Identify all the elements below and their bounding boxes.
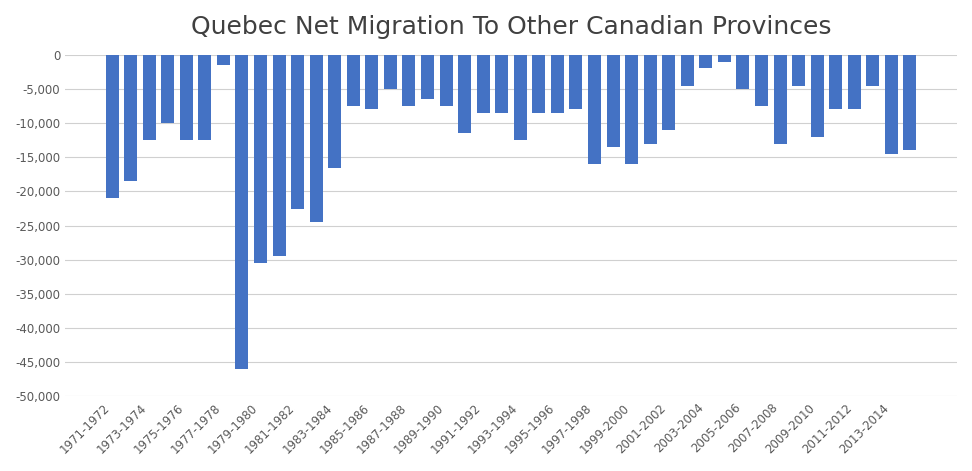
Bar (439, 55, 453, 106)
Bar (161, 55, 174, 123)
Bar (662, 55, 676, 130)
Bar (124, 55, 137, 181)
Bar (198, 55, 211, 140)
Bar (458, 55, 471, 133)
Bar (551, 55, 564, 113)
Bar (402, 55, 415, 106)
Bar (291, 55, 304, 209)
Bar (106, 55, 119, 198)
Bar (774, 55, 786, 144)
Bar (384, 55, 397, 89)
Bar (365, 55, 378, 109)
Bar (533, 55, 545, 113)
Bar (254, 55, 267, 263)
Bar (180, 55, 192, 140)
Bar (514, 55, 527, 140)
Bar (680, 55, 694, 86)
Bar (217, 55, 229, 65)
Bar (625, 55, 638, 164)
Title: Quebec Net Migration To Other Canadian Provinces: Quebec Net Migration To Other Canadian P… (191, 15, 831, 39)
Bar (737, 55, 749, 89)
Bar (903, 55, 917, 150)
Bar (829, 55, 842, 109)
Bar (607, 55, 619, 147)
Bar (329, 55, 341, 168)
Bar (699, 55, 712, 68)
Bar (643, 55, 657, 144)
Bar (570, 55, 582, 109)
Bar (588, 55, 601, 164)
Bar (848, 55, 861, 109)
Bar (755, 55, 768, 106)
Bar (310, 55, 323, 222)
Bar (811, 55, 823, 137)
Bar (792, 55, 805, 86)
Bar (421, 55, 434, 99)
Bar (476, 55, 490, 113)
Bar (495, 55, 508, 113)
Bar (235, 55, 249, 369)
Bar (866, 55, 880, 86)
Bar (347, 55, 360, 106)
Bar (272, 55, 286, 256)
Bar (885, 55, 898, 154)
Bar (718, 55, 731, 62)
Bar (143, 55, 156, 140)
